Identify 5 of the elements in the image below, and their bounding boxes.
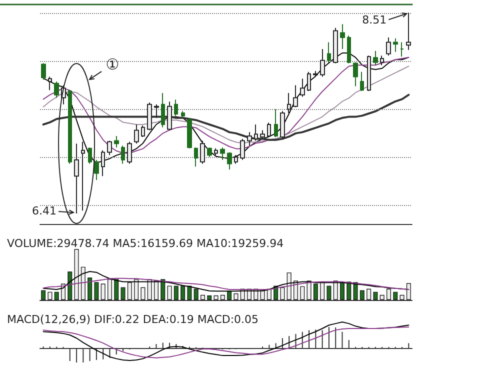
chart-title: VOLUME:29478.74 MA5:16159.69 MA10:19259.94 [7, 237, 284, 250]
annotation: 6.41 [32, 204, 57, 218]
chart-title: MACD(12,26,9) DIF:0.22 DEA:0.19 MACD:0.05 [7, 313, 259, 326]
annotation: ① [106, 55, 120, 74]
annotation: 8.51 [362, 14, 387, 27]
